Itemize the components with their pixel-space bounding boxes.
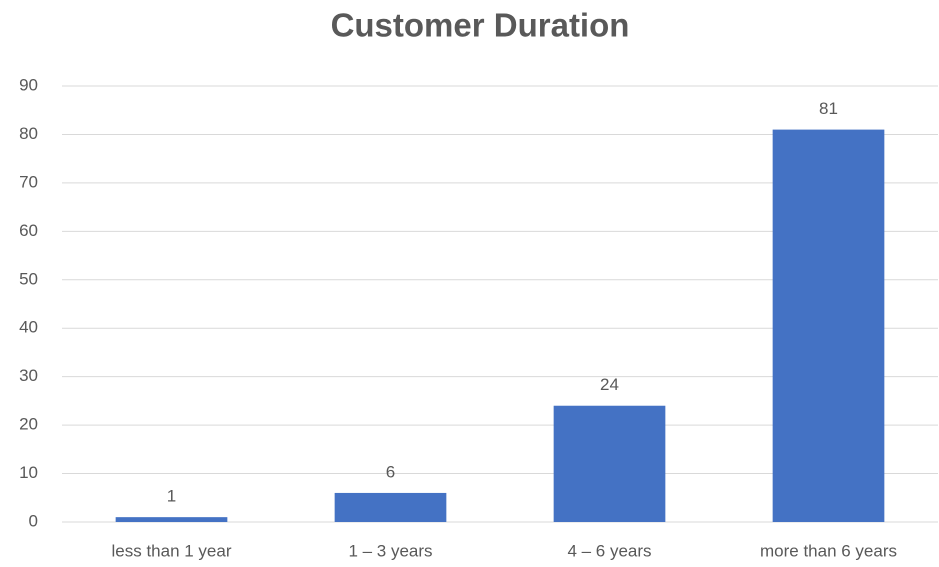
y-tick-label: 0	[29, 511, 38, 530]
y-tick-label: 80	[19, 124, 38, 143]
data-label: 1	[167, 487, 176, 506]
bar	[115, 517, 228, 522]
y-tick-label: 50	[19, 269, 38, 288]
chart-title: Customer Duration	[331, 7, 630, 44]
y-tick-label: 60	[19, 221, 38, 240]
y-tick-label: 40	[19, 318, 38, 337]
bar	[334, 492, 447, 522]
bar	[772, 129, 885, 522]
y-tick-label: 90	[19, 75, 38, 94]
y-tick-label: 10	[19, 463, 38, 482]
y-tick-label: 30	[19, 366, 38, 385]
y-tick-label: 20	[19, 415, 38, 434]
bar	[553, 405, 666, 522]
data-label: 24	[600, 375, 619, 394]
x-tick-label: more than 6 years	[760, 541, 897, 560]
y-tick-label: 70	[19, 172, 38, 191]
data-label: 6	[386, 462, 395, 481]
x-tick-label: 4 – 6 years	[567, 541, 651, 560]
x-tick-label: less than 1 year	[111, 541, 231, 560]
x-tick-label: 1 – 3 years	[348, 541, 432, 560]
data-label: 81	[819, 99, 838, 118]
